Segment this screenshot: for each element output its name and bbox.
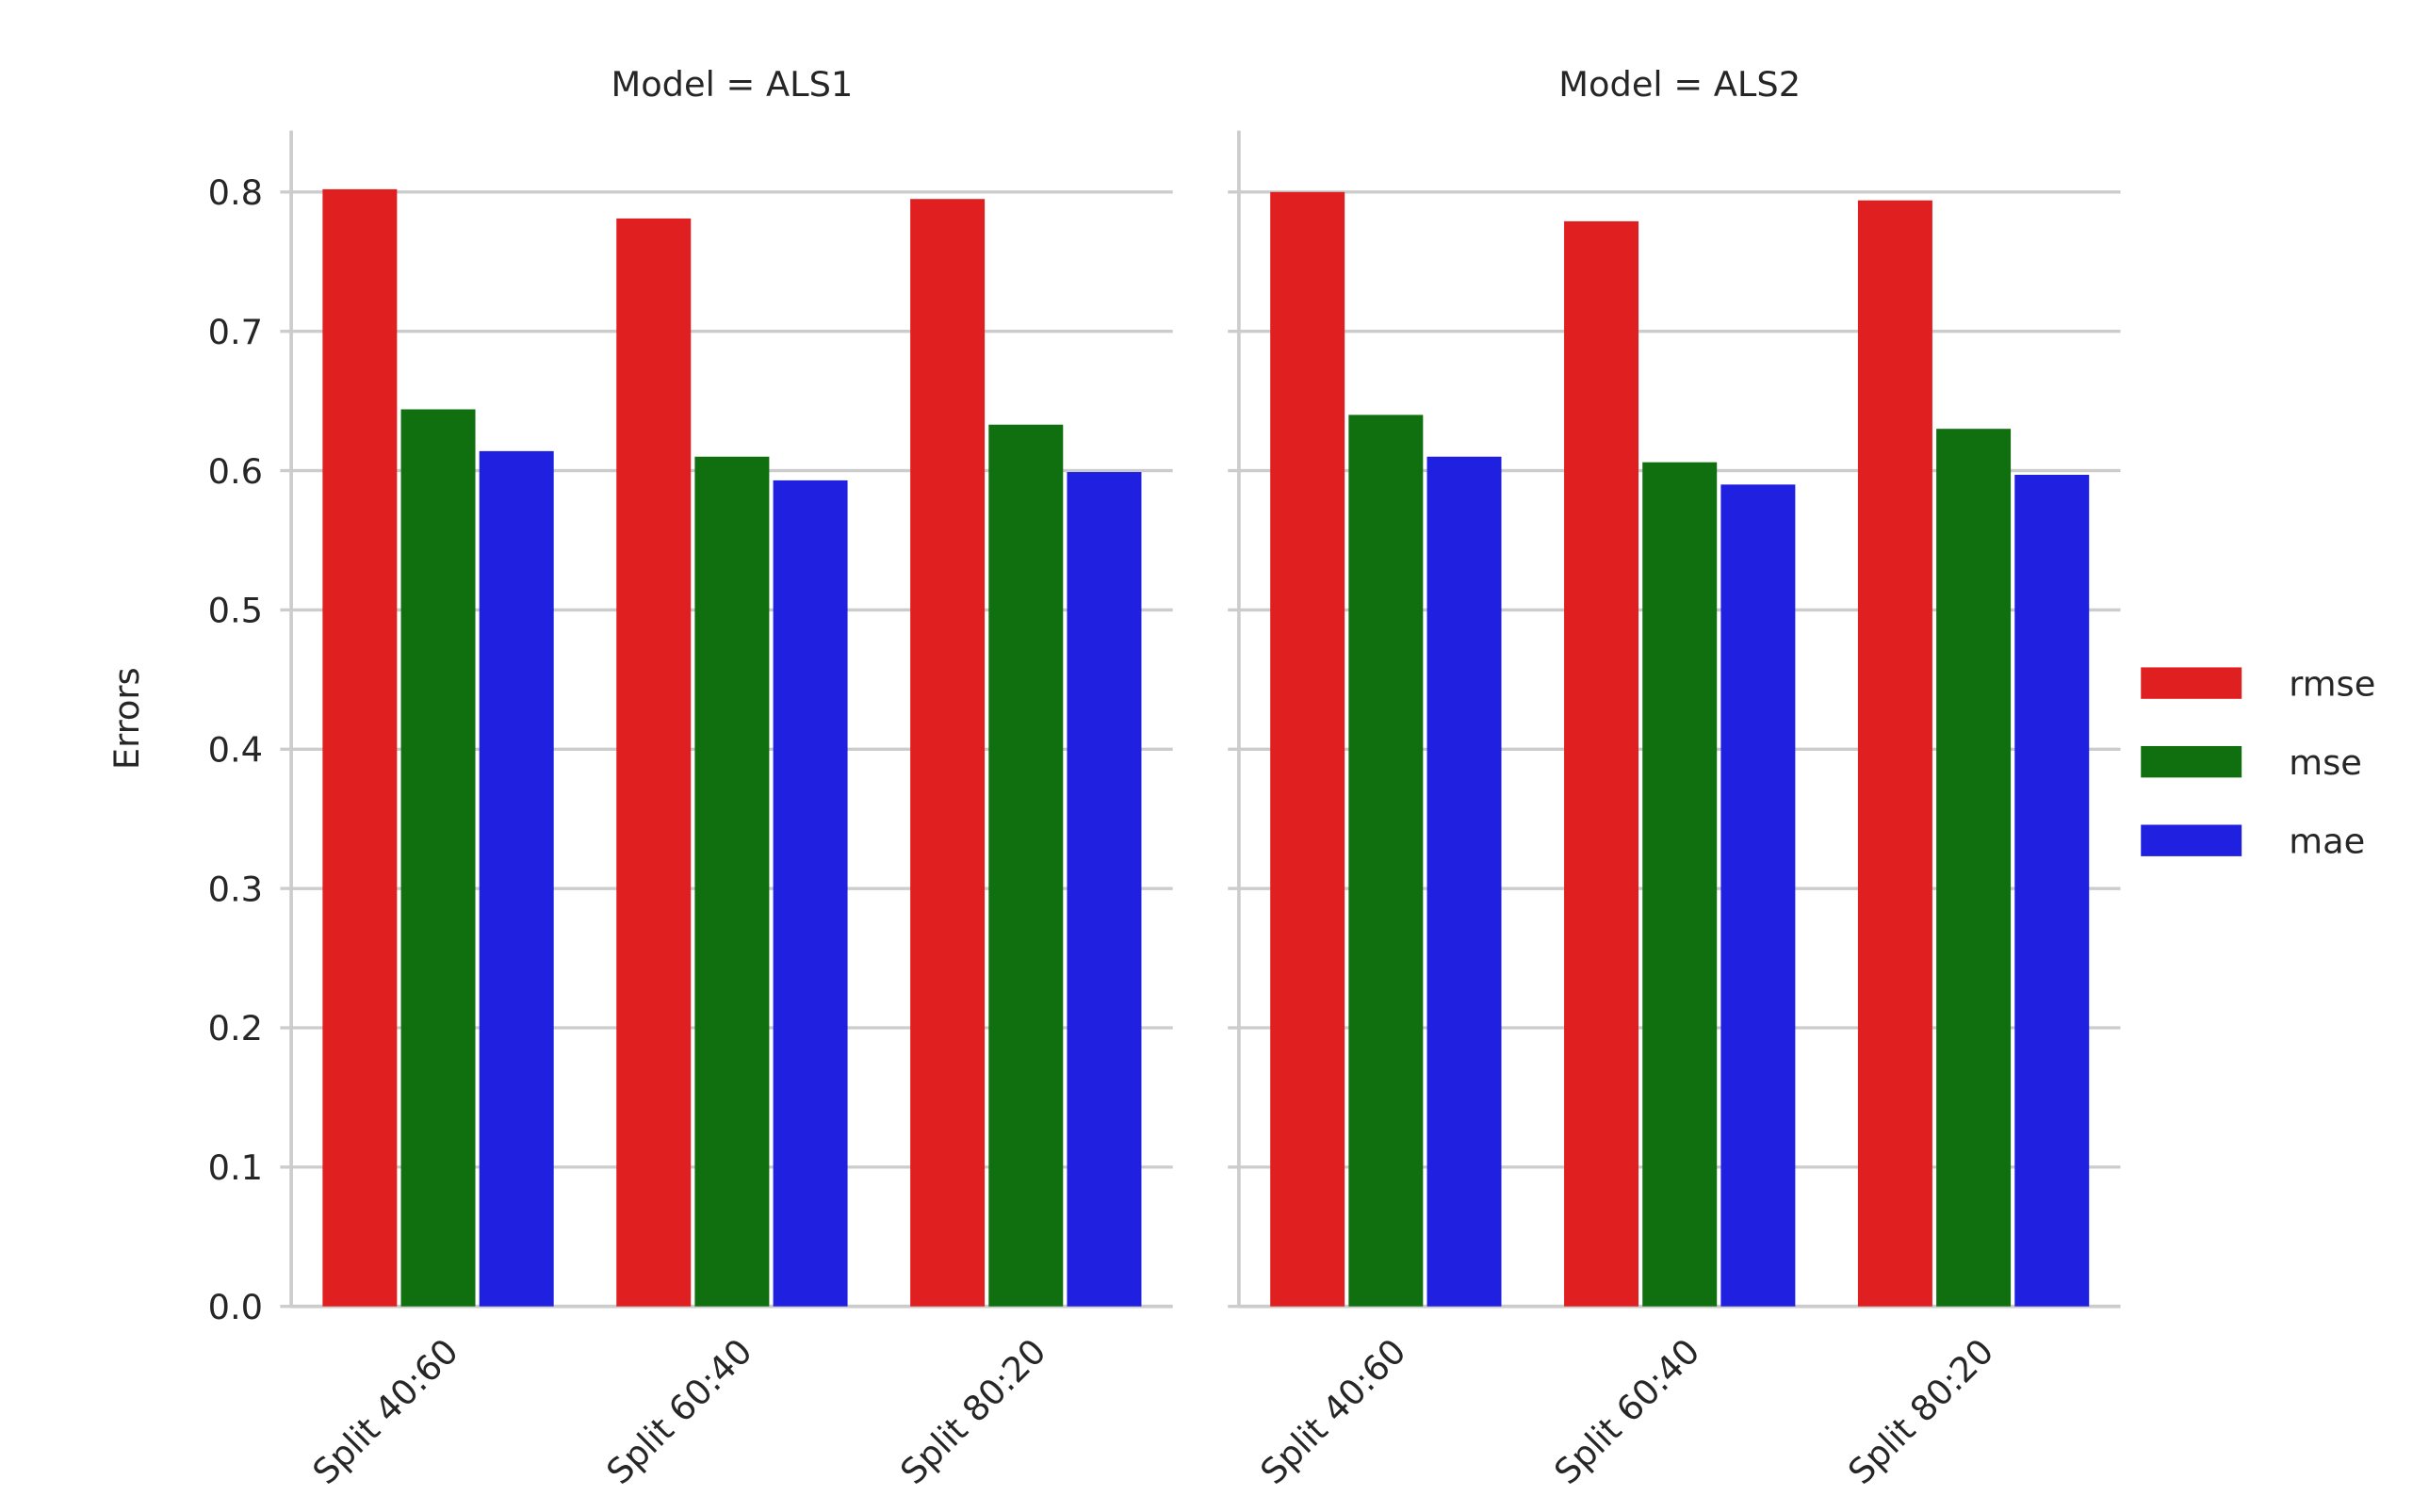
panel-title-0: Model = ALS1 — [611, 64, 853, 105]
y-tick-label-6: 0.6 — [208, 451, 263, 492]
x-tick-label-0-1: Split 60:40 — [598, 1331, 759, 1492]
y-tick-label-0: 0.0 — [208, 1287, 263, 1327]
bar-0-mse-2 — [988, 424, 1064, 1307]
y-tick-label-5: 0.5 — [208, 591, 263, 631]
bar-1-rmse-2 — [1857, 200, 1932, 1307]
x-tick-label-0-0: Split 40:60 — [305, 1331, 466, 1492]
bar-0-rmse-1 — [616, 218, 692, 1307]
x-tick-label-1-0: Split 40:60 — [1252, 1331, 1413, 1492]
bar-0-mae-0 — [479, 450, 554, 1307]
legend-label-mae: mae — [2289, 821, 2365, 861]
bar-0-rmse-0 — [322, 188, 398, 1307]
bar-0-mae-1 — [773, 480, 848, 1307]
bar-0-mae-2 — [1067, 472, 1142, 1307]
bar-1-mae-2 — [2014, 474, 2090, 1307]
bar-1-mae-0 — [1426, 456, 1502, 1307]
bar-1-mae-1 — [1720, 484, 1796, 1307]
y-tick-label-7: 0.7 — [208, 312, 263, 352]
x-tick-label-0-2: Split 80:20 — [892, 1331, 1053, 1492]
y-tick-label-2: 0.2 — [208, 1008, 263, 1049]
bar-1-mse-2 — [1936, 429, 2012, 1307]
y-tick-label-3: 0.3 — [208, 869, 263, 909]
bar-0-mse-1 — [694, 456, 770, 1307]
legend-label-rmse: rmse — [2289, 663, 2375, 704]
legend-swatch-rmse — [2141, 667, 2242, 699]
panel-title-1: Model = ALS2 — [1558, 64, 1801, 105]
bar-0-mse-0 — [400, 409, 476, 1307]
y-axis-label: Errors — [106, 667, 147, 770]
y-tick-label-4: 0.4 — [208, 730, 263, 771]
bar-1-rmse-1 — [1564, 220, 1639, 1307]
x-tick-label-1-1: Split 60:40 — [1546, 1331, 1707, 1492]
legend-label-mse: mse — [2289, 742, 2362, 783]
bar-0-rmse-2 — [910, 199, 986, 1307]
y-tick-label-1: 0.1 — [208, 1147, 263, 1188]
legend-swatch-mse — [2141, 745, 2242, 778]
y-tick-label-8: 0.8 — [208, 172, 263, 213]
x-tick-label-1-2: Split 80:20 — [1840, 1331, 2001, 1492]
bar-1-mse-0 — [1348, 415, 1424, 1307]
legend-swatch-mae — [2141, 824, 2242, 856]
bar-1-mse-1 — [1642, 462, 1718, 1307]
bar-1-rmse-0 — [1270, 191, 1345, 1307]
